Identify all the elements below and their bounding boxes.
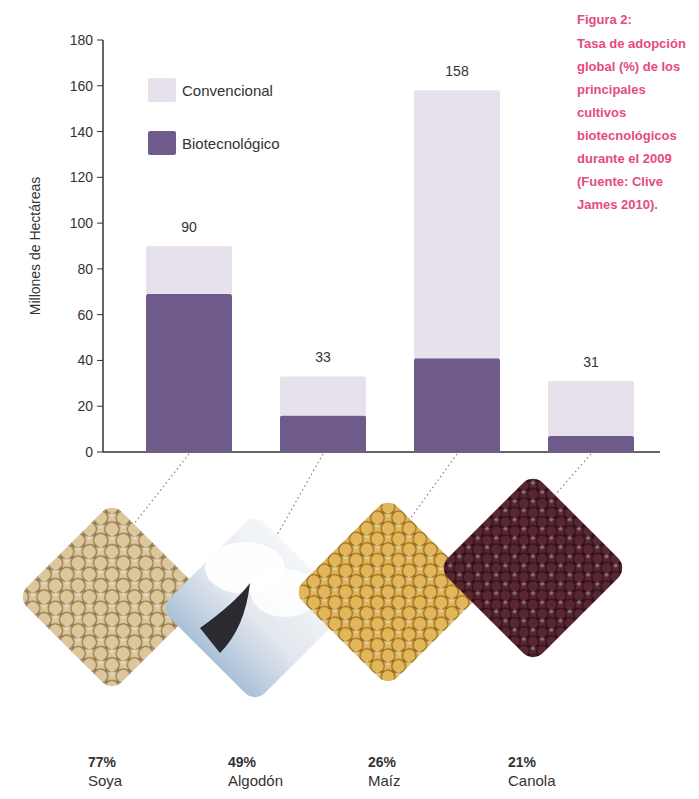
bar-segment bbox=[548, 381, 634, 436]
category-label: Soya bbox=[88, 772, 123, 789]
bar-segment bbox=[414, 358, 500, 452]
y-tick bbox=[97, 131, 103, 132]
y-tick bbox=[97, 268, 103, 269]
y-tick bbox=[97, 406, 103, 407]
y-tick-label: 120 bbox=[70, 169, 94, 185]
y-tick-label: 80 bbox=[77, 261, 93, 277]
total-label: 33 bbox=[315, 349, 331, 365]
total-label: 158 bbox=[445, 63, 469, 79]
y-tick bbox=[97, 314, 103, 315]
chart: Millones de Hectáreas 0 20 40 60 80 100 120 140 1… bbox=[0, 0, 699, 799]
y-tick-label: 140 bbox=[70, 124, 94, 140]
y-tick-label: 40 bbox=[77, 352, 93, 368]
bar-segment bbox=[414, 90, 500, 358]
bar-segment bbox=[146, 294, 232, 452]
y-tick bbox=[97, 452, 103, 453]
adoption-label: 21% bbox=[508, 754, 537, 770]
y-tick-label: 160 bbox=[70, 78, 94, 94]
legend: Convencional Biotecnológico bbox=[148, 78, 280, 155]
bars bbox=[146, 90, 634, 452]
bar-segment bbox=[146, 246, 232, 294]
y-tick-label: 20 bbox=[77, 398, 93, 414]
adoption-label: 26% bbox=[368, 754, 397, 770]
legend-label: Convencional bbox=[182, 82, 273, 99]
legend-swatch bbox=[148, 131, 176, 155]
y-axis bbox=[102, 40, 104, 452]
bar-segment bbox=[280, 415, 366, 452]
y-tick-label: 60 bbox=[77, 307, 93, 323]
category-label: Algodón bbox=[228, 772, 283, 789]
y-tick bbox=[97, 360, 103, 361]
y-tick bbox=[97, 40, 103, 41]
leader-line bbox=[555, 454, 591, 495]
y-tick bbox=[97, 85, 103, 86]
bar-segment bbox=[548, 436, 634, 452]
y-tick bbox=[97, 223, 103, 224]
subtitle: Tasa de adopciónglobal (%) de losprincip… bbox=[577, 36, 686, 212]
crop-image bbox=[293, 497, 483, 687]
crop-image bbox=[438, 473, 628, 663]
total-label: 90 bbox=[181, 219, 197, 235]
y-tick-label: 180 bbox=[70, 32, 94, 48]
y-axis-title: Millones de Hectáreas bbox=[27, 177, 43, 316]
leader-line bbox=[410, 454, 457, 519]
legend-label: Biotecnológico bbox=[182, 135, 280, 152]
leader-line bbox=[134, 454, 189, 524]
y-tick-label: 100 bbox=[70, 215, 94, 231]
leader-line bbox=[277, 454, 323, 535]
title: Figura 2: bbox=[577, 12, 632, 27]
bar-segment bbox=[280, 376, 366, 415]
adoption-label: 77% bbox=[88, 754, 117, 770]
legend-swatch bbox=[148, 78, 176, 102]
total-label: 31 bbox=[583, 354, 599, 370]
category-label: Maíz bbox=[368, 772, 401, 789]
category-label: Canola bbox=[508, 772, 556, 789]
y-tick bbox=[97, 177, 103, 178]
adoption-label: 49% bbox=[228, 754, 257, 770]
y-tick-label: 0 bbox=[85, 444, 93, 460]
